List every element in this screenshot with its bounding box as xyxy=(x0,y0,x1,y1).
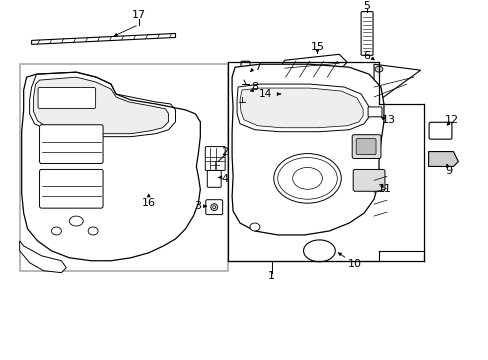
FancyBboxPatch shape xyxy=(300,86,312,102)
FancyBboxPatch shape xyxy=(351,135,380,158)
FancyBboxPatch shape xyxy=(205,200,222,215)
Ellipse shape xyxy=(374,66,382,72)
Ellipse shape xyxy=(51,227,61,235)
Ellipse shape xyxy=(212,206,215,209)
Ellipse shape xyxy=(88,227,98,235)
FancyBboxPatch shape xyxy=(205,147,224,170)
Text: 9: 9 xyxy=(444,166,451,176)
Ellipse shape xyxy=(249,223,259,231)
Text: 6: 6 xyxy=(363,51,370,61)
Polygon shape xyxy=(373,64,420,104)
Ellipse shape xyxy=(211,162,219,170)
Polygon shape xyxy=(34,77,168,134)
FancyBboxPatch shape xyxy=(241,61,249,81)
Text: 12: 12 xyxy=(444,115,458,125)
Text: 17: 17 xyxy=(131,10,145,19)
FancyBboxPatch shape xyxy=(286,86,298,102)
Ellipse shape xyxy=(210,204,217,211)
FancyBboxPatch shape xyxy=(40,170,103,208)
Ellipse shape xyxy=(69,216,83,226)
FancyBboxPatch shape xyxy=(40,125,103,163)
Ellipse shape xyxy=(303,240,335,262)
Polygon shape xyxy=(21,72,200,261)
Text: 3: 3 xyxy=(193,201,201,211)
Text: 7: 7 xyxy=(254,62,261,72)
FancyBboxPatch shape xyxy=(367,107,381,117)
Bar xyxy=(20,64,228,271)
Text: 11: 11 xyxy=(377,184,391,194)
Ellipse shape xyxy=(273,154,341,203)
Text: 1: 1 xyxy=(268,271,275,281)
FancyBboxPatch shape xyxy=(352,170,384,191)
Polygon shape xyxy=(20,241,66,273)
Text: 15: 15 xyxy=(310,42,324,52)
Text: 8: 8 xyxy=(251,82,258,92)
Ellipse shape xyxy=(277,158,337,199)
FancyBboxPatch shape xyxy=(355,139,375,154)
Text: 4: 4 xyxy=(221,174,228,184)
FancyBboxPatch shape xyxy=(428,122,451,139)
Polygon shape xyxy=(277,54,346,78)
FancyBboxPatch shape xyxy=(282,82,332,105)
Ellipse shape xyxy=(292,167,322,189)
FancyBboxPatch shape xyxy=(38,87,96,108)
Polygon shape xyxy=(32,33,175,44)
Text: 14: 14 xyxy=(258,89,271,99)
Polygon shape xyxy=(428,152,457,166)
Text: 13: 13 xyxy=(381,115,395,125)
FancyBboxPatch shape xyxy=(207,170,221,187)
FancyBboxPatch shape xyxy=(360,12,372,55)
FancyBboxPatch shape xyxy=(238,78,246,98)
Polygon shape xyxy=(240,88,363,128)
Polygon shape xyxy=(232,64,383,235)
FancyBboxPatch shape xyxy=(314,86,325,102)
Text: 2: 2 xyxy=(221,147,228,157)
Text: 5: 5 xyxy=(363,1,370,11)
Text: 10: 10 xyxy=(347,259,362,269)
Text: 16: 16 xyxy=(142,198,155,208)
